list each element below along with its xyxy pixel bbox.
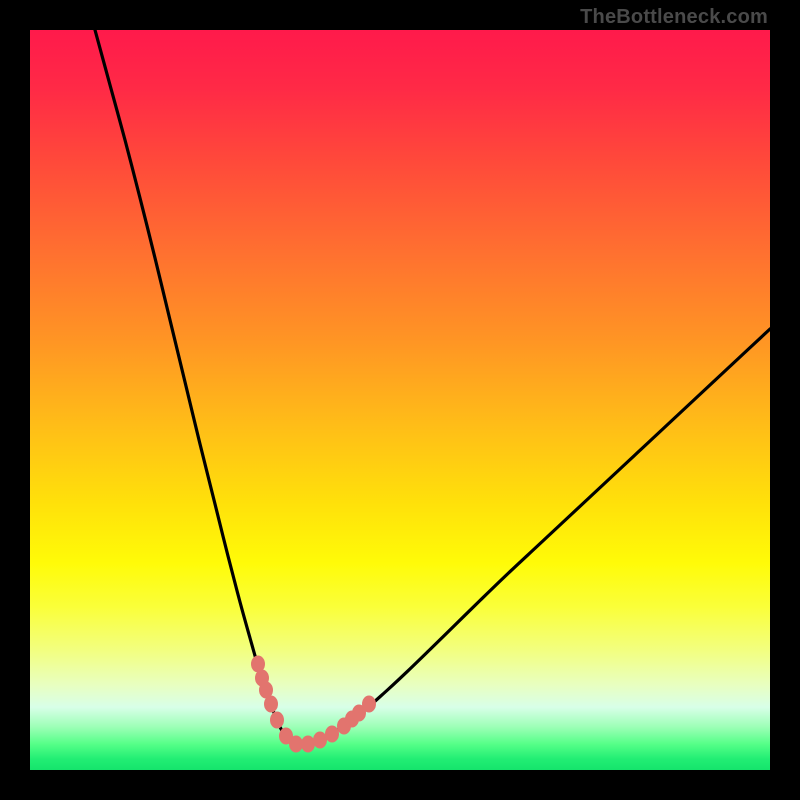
data-marker	[362, 696, 376, 713]
data-marker	[313, 732, 327, 749]
watermark-text: TheBottleneck.com	[580, 6, 768, 29]
data-marker	[301, 736, 315, 753]
bottleneck-curve	[30, 30, 770, 770]
curve-left-branch	[95, 30, 299, 745]
data-marker	[289, 736, 303, 753]
chart-frame: TheBottleneck.com	[0, 0, 800, 800]
plot-area	[30, 30, 770, 770]
curve-right-branch	[299, 329, 770, 745]
data-marker	[264, 696, 278, 713]
data-marker	[325, 726, 339, 743]
data-marker	[270, 712, 284, 729]
